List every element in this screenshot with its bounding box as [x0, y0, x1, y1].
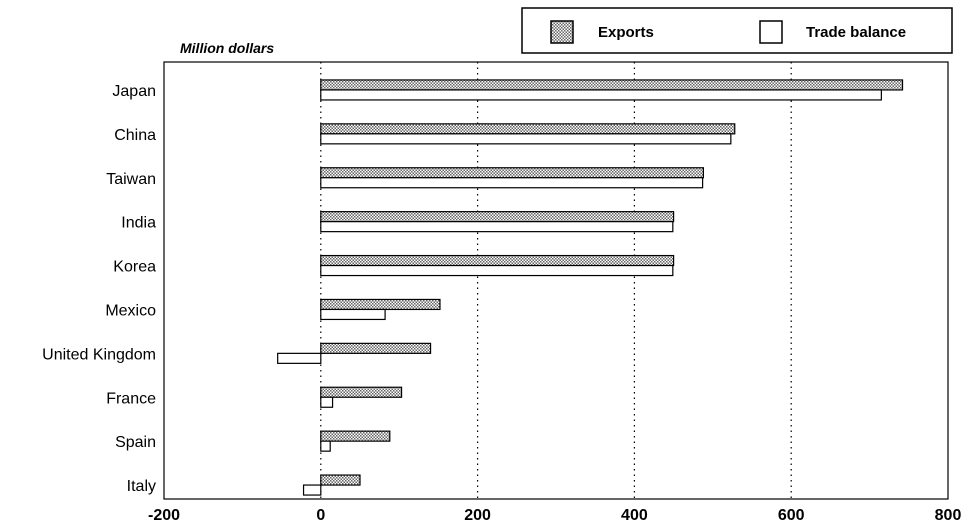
- category-label-spain: Spain: [115, 434, 156, 451]
- bar-trade-balance-korea: [320, 264, 674, 277]
- bar-trade-balance-india: [320, 221, 674, 233]
- x-tick-label: 0: [316, 507, 325, 524]
- bar-exports-mexico: [320, 298, 441, 311]
- bar-trade-balance-taiwan: [320, 177, 704, 189]
- category-label-mexico: Mexico: [105, 302, 156, 319]
- legend-frame: [521, 7, 953, 54]
- x-tick-label: 400: [621, 507, 648, 524]
- x-tick-label: -200: [148, 507, 180, 524]
- bar-exports-italy: [320, 474, 361, 486]
- category-labels: Japan China Taiwan India Korea Mexico United K…: [42, 83, 156, 495]
- bar-exports-china: [320, 123, 736, 135]
- bar-exports-japan: [320, 79, 904, 91]
- category-label-italy: Italy: [127, 478, 156, 495]
- legend-swatch-exports: [550, 20, 574, 44]
- category-label-france: France: [106, 390, 156, 407]
- x-tick-label: 600: [778, 507, 805, 524]
- bar-exports-spain: [320, 430, 391, 442]
- bar-trade-balance-italy: [302, 484, 322, 496]
- bar-trade-balance-mexico: [320, 308, 386, 321]
- category-label-united-kingdom: United Kingdom: [42, 346, 156, 363]
- bar-trade-balance-japan: [320, 89, 882, 101]
- bar-exports-korea: [320, 254, 675, 267]
- bar-exports-united-kingdom: [320, 342, 432, 354]
- x-tick-label: 800: [935, 507, 962, 524]
- legend-label-exports: Exports: [598, 24, 654, 41]
- bar-trade-balance-spain: [320, 440, 331, 452]
- category-label-taiwan: Taiwan: [106, 171, 156, 188]
- bars: [277, 79, 904, 496]
- x-axis-tick-labels: -200 0 200 400 600 800: [148, 507, 961, 524]
- legend: Exports Trade balance: [521, 7, 953, 54]
- bar-trade-balance-china: [320, 133, 732, 145]
- category-label-japan: Japan: [112, 83, 156, 100]
- category-label-china: China: [114, 127, 156, 144]
- plot-area-frame: [163, 61, 949, 500]
- bar-trade-balance-united-kingdom: [277, 352, 322, 364]
- bar-trade-balance-france: [320, 396, 334, 408]
- bar-exports-taiwan: [320, 167, 704, 179]
- legend-swatch-trade-balance: [759, 20, 783, 44]
- bar-exports-france: [320, 386, 403, 398]
- x-tick-label: 200: [464, 507, 491, 524]
- legend-label-trade-balance: Trade balance: [806, 24, 906, 41]
- unit-label: Million dollars: [180, 40, 274, 56]
- bar-exports-india: [320, 211, 675, 223]
- category-label-korea: Korea: [113, 259, 156, 276]
- category-label-india: India: [121, 215, 156, 232]
